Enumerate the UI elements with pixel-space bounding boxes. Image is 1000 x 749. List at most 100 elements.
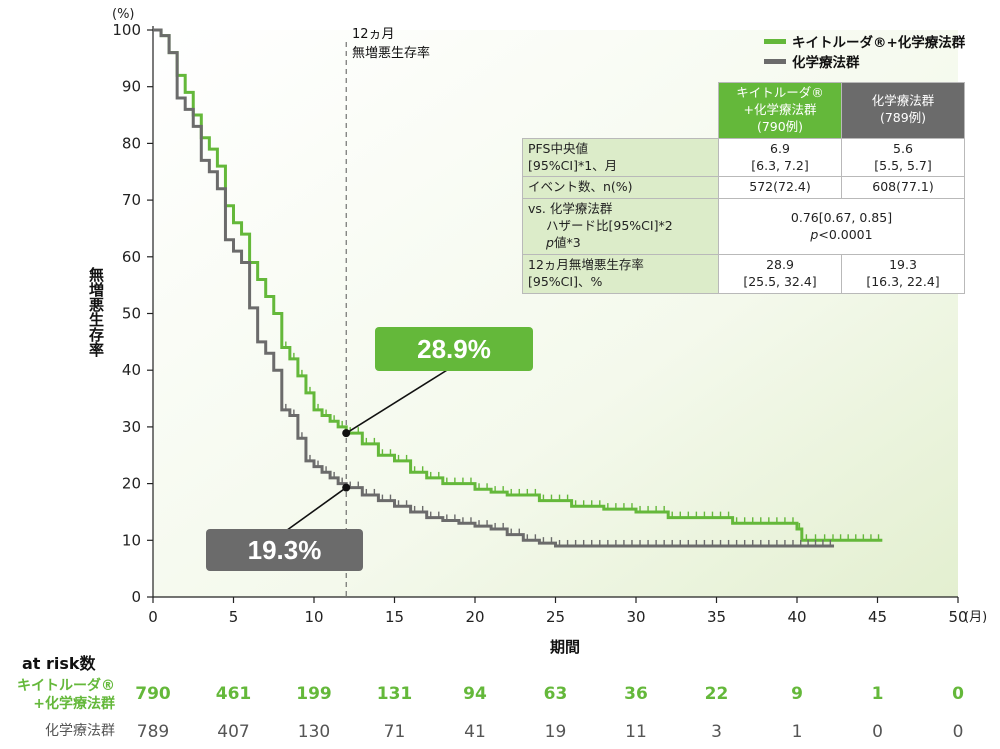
pfs-chemo-ci: [5.5, 5.7] [874,157,932,173]
callout-line-chemo [282,486,347,534]
at-risk-chemo-value: 0 [872,722,883,742]
at-risk-chemo-value: 130 [297,722,331,742]
legend: キイトルーダ®+化学療法群 化学療法群 [764,31,965,71]
rate-pembro: 28.9 [25.5, 32.4] [718,253,842,294]
rate-chemo: 19.3 [16.3, 22.4] [841,253,965,294]
y-tick-label: 100 [112,21,141,39]
callout-chemo: 19.3% [206,529,363,571]
hazard-label-p: p [546,235,554,250]
event-chemo: 608(77.1) [841,176,965,200]
table-row-pfs: PFS中央値 [95%CI]*1、月 6.9 [6.3, 7.2] 5.6 [5… [522,137,965,178]
at-risk-pembro-value: 1 [871,684,884,704]
table-row-hazard: vs. 化学療法群 ハザード比[95%CI]*2 p値*3 0.76[0.67,… [522,198,965,255]
series-line-chemo [153,28,835,548]
x-tick-label: 0 [148,608,158,626]
at-risk-chemo-value: 71 [383,722,406,742]
summary-table: キイトルーダ® +化学療法群 (790例) 化学療法群 (789例) PFS中央… [522,82,965,294]
y-tick-label: 40 [122,361,141,379]
hazard-value: 0.76[0.67, 0.85] p<0.0001 [718,198,965,255]
header-chemo-line2: (789例) [879,110,927,126]
x-tick-label: 20 [465,608,484,626]
legend-label-pembro: キイトルーダ®+化学療法群 [792,35,966,51]
hazard-label-p-rest: 値*3 [553,235,581,250]
at-risk-chemo-value: 41 [464,722,486,742]
table-header-chemo: 化学療法群 (789例) [841,82,965,139]
rate-label: 12ヵ月無増悪生存率 [95%CI]、% [522,253,719,294]
x-tick-label: 40 [787,608,806,626]
callout-connectors [282,366,453,534]
series-layer [153,28,883,548]
table-row-events: イベント数、n(%) 572(72.4) 608(77.1) [522,176,965,200]
twelve-month-label: 12ヵ月 無増悪生存率 [352,26,430,64]
pfs-label-line1: PFS中央値 [528,140,588,156]
at-risk-chemo-value: 407 [217,722,250,742]
twelve-month-label-line2: 無増悪生存率 [352,45,431,61]
x-tick-label: 10 [304,608,323,626]
x-tick-label: 25 [546,608,565,626]
pfs-pembro: 6.9 [6.3, 7.2] [718,137,842,178]
legend-label-chemo: 化学療法群 [792,55,860,71]
hazard-label-line1: vs. 化学療法群 [528,201,613,217]
x-tick-label: 45 [868,608,887,626]
at-risk-chemo-value: 11 [625,722,647,742]
at-risk-chemo-value: 0 [952,722,964,742]
at-risk-pembro-value: 9 [791,684,803,704]
pfs-label-line2: [95%CI]*1、月 [528,157,618,173]
at-risk-pembro-value: 22 [704,684,729,704]
at-risk-pembro-value: 131 [376,684,413,704]
pfs-pembro-ci: [6.3, 7.2] [751,157,809,173]
callout-line-pembro [345,366,453,434]
y-unit-label: (%) [112,7,135,22]
at-risk-label-pembro: キイトルーダ® +化学療法群 [0,678,115,713]
table-header-pembro: キイトルーダ® +化学療法群 (790例) [718,82,842,139]
legend-item-chemo: 化学療法群 [764,51,965,71]
at-risk-pembro-value: 36 [624,684,648,704]
at-risk-pembro-value: 461 [215,684,252,704]
y-tick-label: 50 [122,305,141,323]
y-axis: 0 10 20 30 40 50 60 70 80 90 100 [112,21,154,606]
legend-item-pembro: キイトルーダ®+化学療法群 [764,31,965,51]
series-line-pembro [153,28,883,542]
hazard-label-line2: ハザード比[95%CI]*2 [546,218,673,234]
p-value-number: <0.0001 [818,226,873,242]
y-tick-label: 20 [122,475,141,493]
y-tick-label: 60 [122,248,141,266]
hazard-label: vs. 化学療法群 ハザード比[95%CI]*2 p値*3 [522,198,719,255]
rate-label-line1: 12ヵ月無増悪生存率 [528,256,644,272]
p-value-p: p [810,226,819,242]
table-row-rate: 12ヵ月無増悪生存率 [95%CI]、% 28.9 [25.5, 32.4] 1… [522,253,965,294]
y-tick-label: 90 [122,78,141,96]
x-tick-label: 30 [626,608,645,626]
x-axis-title: 期間 [550,638,580,656]
x-axis: 0 5 10 15 20 25 30 35 40 45 50 [148,596,968,626]
at-risk-label-chemo: 化学療法群 [45,723,115,739]
pfs-chemo: 5.6 [5.5, 5.7] [841,137,965,178]
header-pembro-line1: キイトルーダ® [736,85,824,100]
at-risk-pembro-value: 94 [463,684,487,704]
event-label: イベント数、n(%) [522,176,719,200]
marker-chemo-12m [342,483,351,492]
y-axis-title: 無増悪生存率 [87,266,105,358]
table-header-row: キイトルーダ® +化学療法群 (790例) 化学療法群 (789例) [523,82,965,139]
x-unit-label: (月) [964,610,987,625]
at-risk-pembro-value: 0 [952,684,964,704]
at-risk-pembro-value: 199 [296,684,332,704]
header-chemo-line1: 化学療法群 [871,93,935,109]
at-risk-pembro-value: 63 [543,684,568,704]
rate-chemo-value: 19.3 [889,256,917,272]
y-tick-label: 10 [122,531,141,549]
p-value: p<0.0001 [724,227,959,244]
y-tick-label: 0 [131,588,141,606]
pfs-label: PFS中央値 [95%CI]*1、月 [522,137,719,178]
hazard-label-line3: p値*3 [528,235,713,252]
at-risk-label-pembro-line1: キイトルーダ® [17,678,115,694]
at-risk-chemo-value: 1 [791,722,803,742]
callout-pembro: 28.9% [375,327,533,371]
pfs-chemo-median: 5.6 [893,140,913,156]
rate-chemo-ci: [16.3, 22.4] [866,273,940,289]
rate-label-line2: [95%CI]、% [528,273,603,289]
legend-swatch-chemo [764,58,786,64]
twelve-month-label-line1: 12ヵ月 [352,27,395,42]
at-risk-chemo-value: 3 [711,722,722,742]
table-header-blank [523,83,719,139]
